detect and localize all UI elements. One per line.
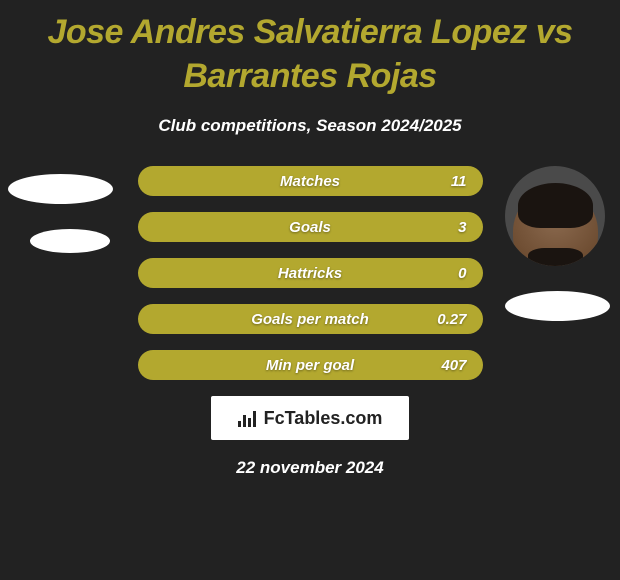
stat-row-mpg: Min per goal 407 <box>138 350 483 380</box>
chart-icon <box>238 409 258 427</box>
stat-label: Hattricks <box>278 265 342 282</box>
branding-text: FcTables.com <box>264 408 383 429</box>
stat-label: Min per goal <box>266 357 354 374</box>
stats-container: Matches 11 Goals 3 Hattricks 0 Goals per… <box>138 166 483 380</box>
player-right <box>505 166 610 321</box>
stat-label: Goals per match <box>251 311 369 328</box>
stat-row-hattricks: Hattricks 0 <box>138 258 483 288</box>
footer-date: 22 november 2024 <box>0 458 620 478</box>
avatar-right <box>505 166 605 266</box>
stat-value-right: 11 <box>451 173 467 190</box>
stat-row-gpm: Goals per match 0.27 <box>138 304 483 334</box>
comparison-area: Matches 11 Goals 3 Hattricks 0 Goals per… <box>0 166 620 380</box>
player-left <box>10 166 113 253</box>
subtitle: Club competitions, Season 2024/2025 <box>0 116 620 136</box>
page-title: Jose Andres Salvatierra Lopez vs Barrant… <box>0 0 620 98</box>
stat-value-right: 3 <box>458 219 466 236</box>
stat-row-goals: Goals 3 <box>138 212 483 242</box>
flag-left-2 <box>30 229 110 253</box>
flag-left-1 <box>8 174 113 204</box>
stat-label: Goals <box>289 219 331 236</box>
stat-value-right: 407 <box>441 357 466 374</box>
flag-right <box>505 291 610 321</box>
stat-row-matches: Matches 11 <box>138 166 483 196</box>
stat-value-right: 0 <box>458 265 466 282</box>
stat-label: Matches <box>280 173 340 190</box>
stat-value-right: 0.27 <box>437 311 466 328</box>
branding-box: FcTables.com <box>211 396 409 440</box>
